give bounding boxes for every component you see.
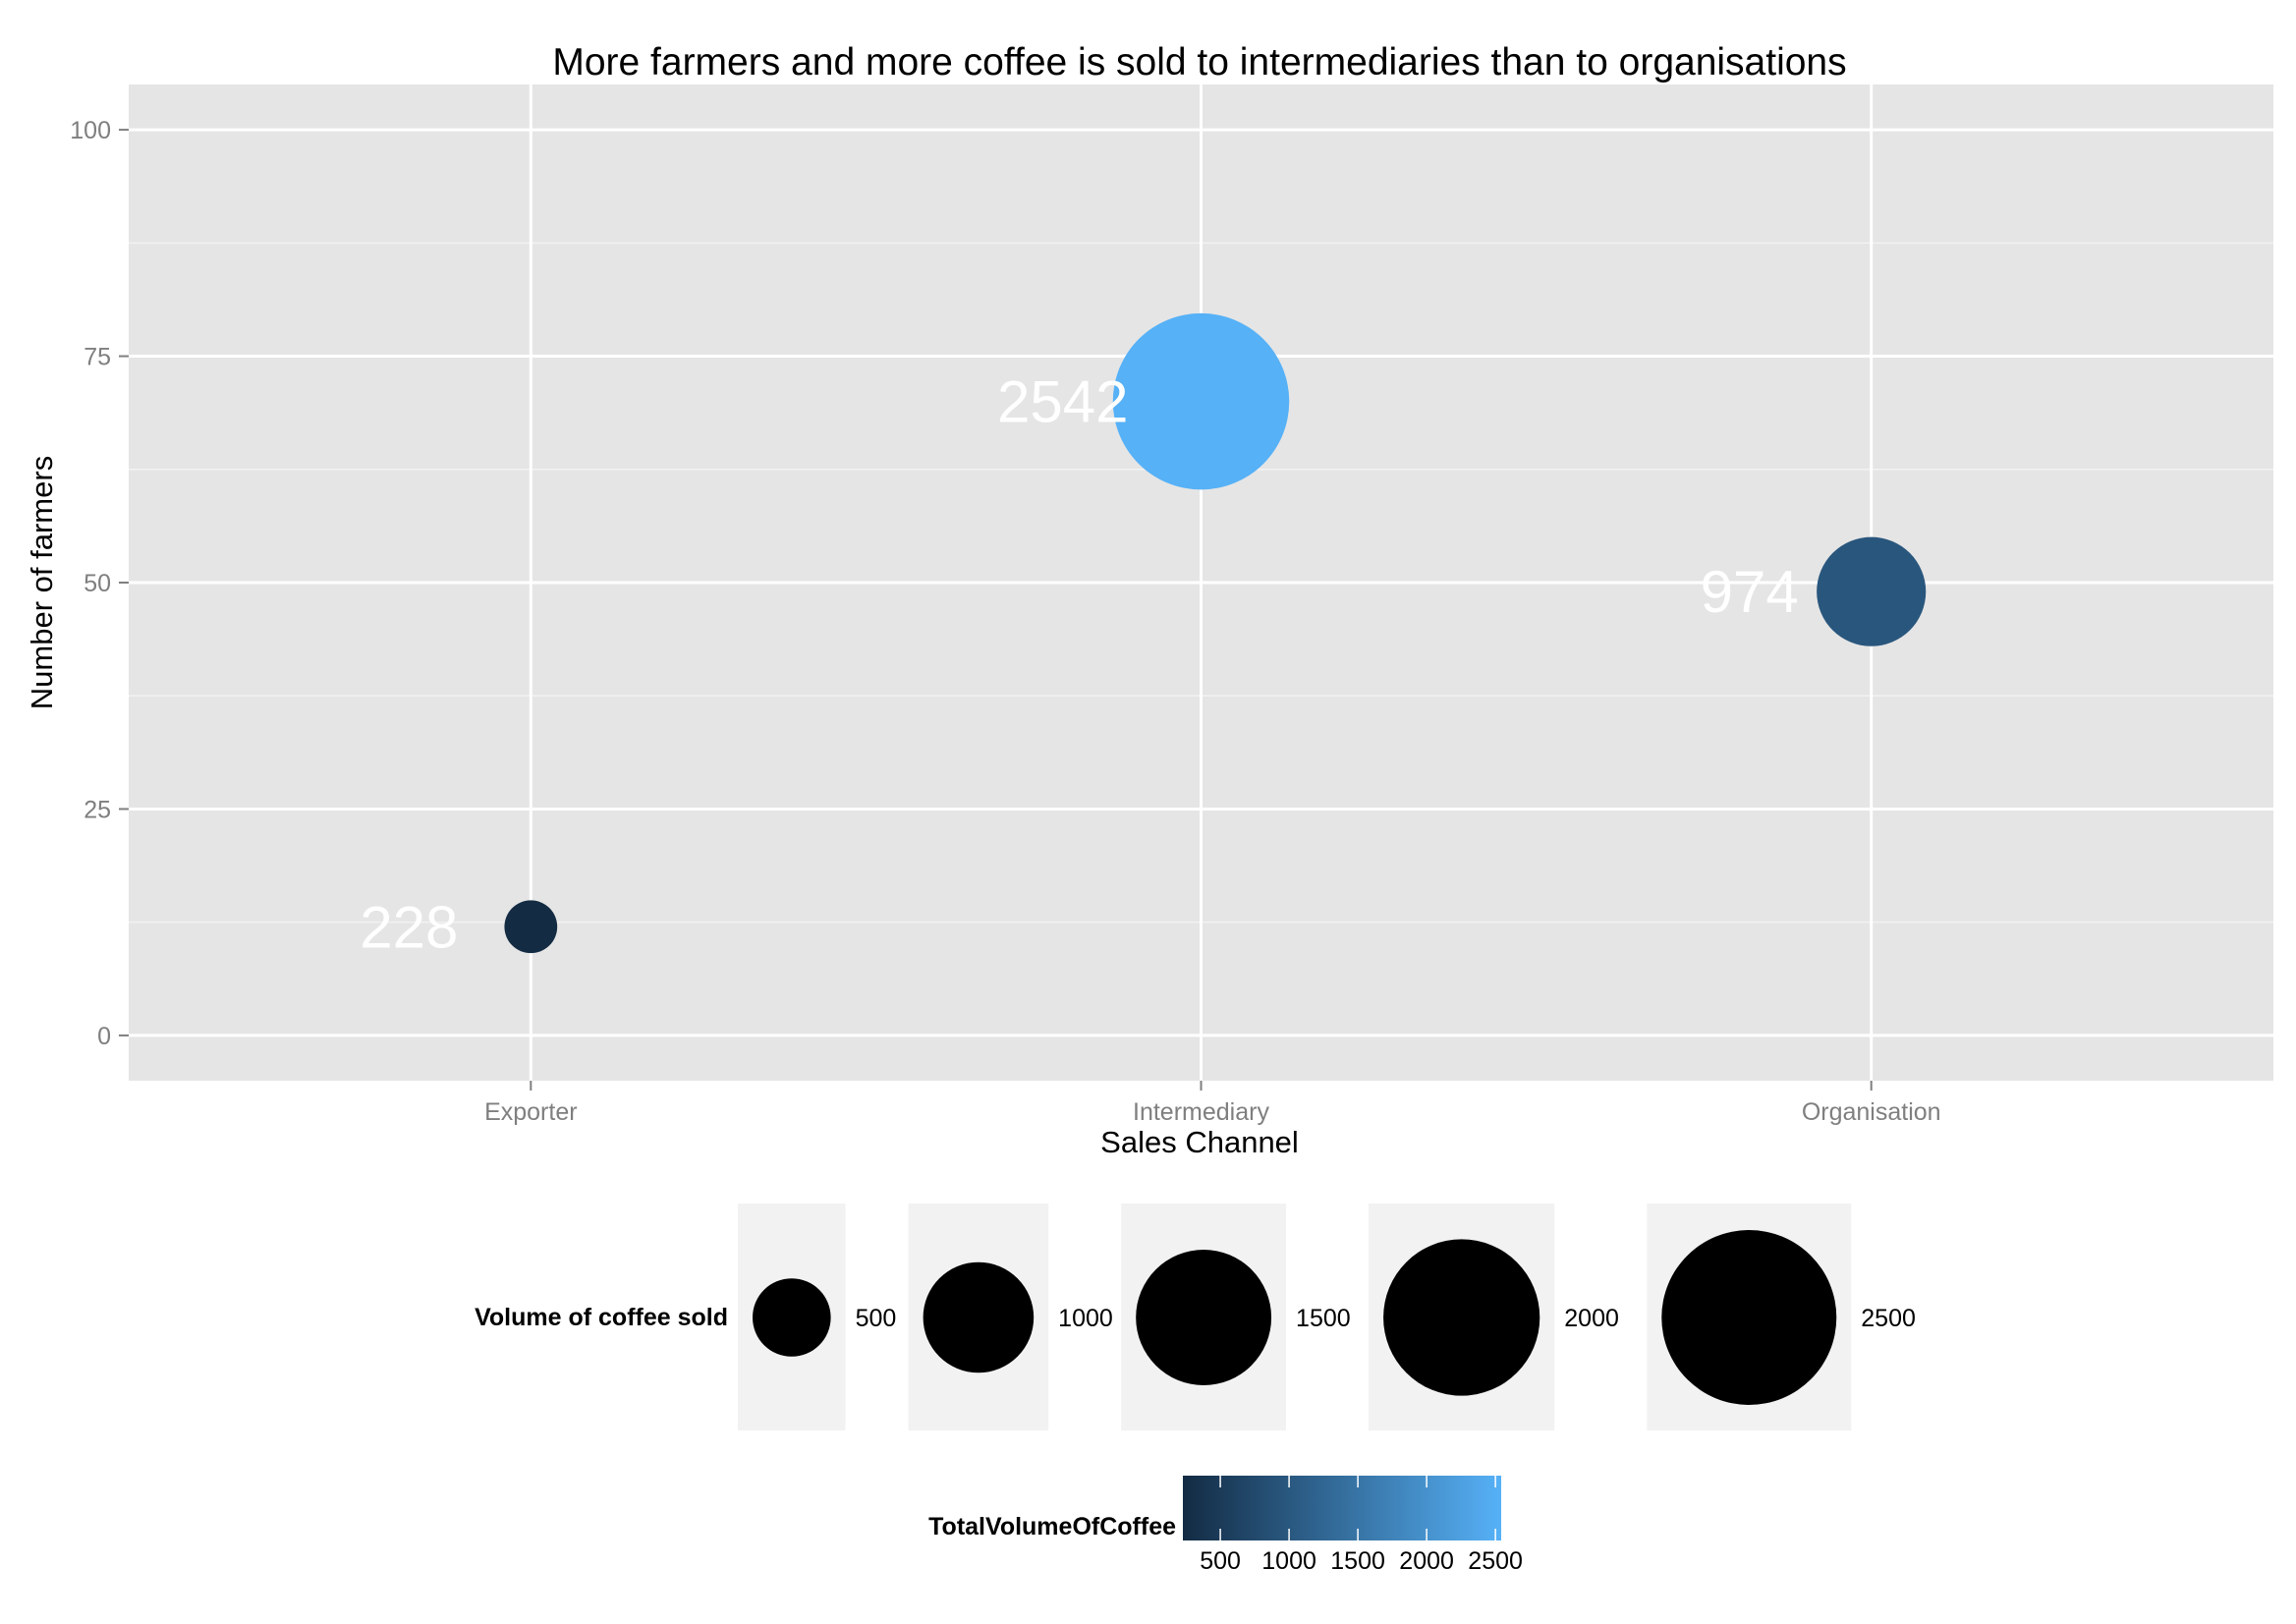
size-legend: Volume of coffee sold 500 1000 1500 2000 250… (475, 1204, 1916, 1430)
size-legend-circle (1383, 1239, 1540, 1396)
y-axis-title: Number of farmers (25, 456, 59, 709)
x-tick-label: Organisation (1802, 1098, 1941, 1126)
size-legend-circle (923, 1261, 1035, 1373)
colorbar-label: 2000 (1399, 1547, 1454, 1575)
axes: 0 25 50 75 100 Exporter Intermediary Organisati… (70, 117, 1940, 1126)
color-legend-title: TotalVolumeOfCoffee (928, 1513, 1176, 1540)
data-point (1817, 536, 1927, 646)
y-tick-label: 100 (70, 117, 111, 144)
data-point (1112, 312, 1290, 490)
size-legend-circle (1661, 1230, 1837, 1405)
data-point-label: 228 (360, 894, 458, 960)
x-tick-label: Exporter (484, 1098, 577, 1126)
size-legend-label: 1000 (1058, 1305, 1113, 1332)
x-axis-title: Sales Channel (1100, 1125, 1299, 1159)
size-legend-circle (753, 1278, 831, 1357)
size-legend-title: Volume of coffee sold (475, 1304, 728, 1331)
color-legend: TotalVolumeOfCoffee 500 1000 1500 2000 2500 (928, 1476, 1523, 1575)
data-point-label: 974 (1701, 559, 1799, 625)
data-points: 228 2542 974 (360, 312, 1927, 960)
size-legend-label: 2500 (1861, 1305, 1916, 1332)
y-tick-label: 50 (84, 570, 111, 597)
y-tick-label: 25 (84, 796, 111, 823)
colorbar-label: 500 (1200, 1547, 1241, 1575)
colorbar-label: 1500 (1330, 1547, 1385, 1575)
y-tick-label: 0 (97, 1023, 111, 1050)
size-legend-label: 1500 (1296, 1305, 1351, 1332)
y-tick-label: 75 (84, 344, 111, 371)
data-point-label: 2542 (997, 369, 1128, 435)
size-legend-label: 2000 (1564, 1305, 1619, 1332)
data-point (504, 900, 558, 954)
colorbar-label: 2500 (1468, 1547, 1523, 1575)
colorbar (1183, 1476, 1501, 1540)
size-legend-label: 500 (856, 1305, 897, 1332)
colorbar-label: 1000 (1261, 1547, 1316, 1575)
x-tick-label: Intermediary (1133, 1098, 1269, 1126)
size-legend-circle (1136, 1250, 1272, 1385)
chart-title: More farmers and more coffee is sold to … (552, 41, 1846, 84)
